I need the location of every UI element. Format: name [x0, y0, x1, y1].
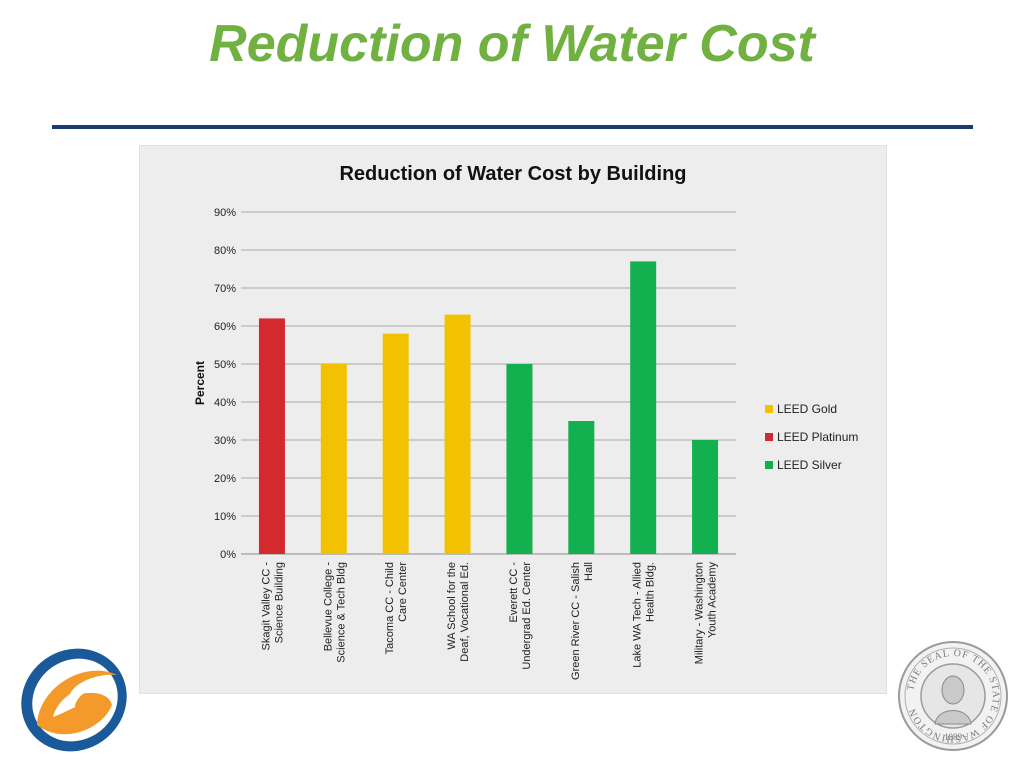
y-tick-label: 90% [214, 207, 236, 219]
y-tick-label: 70% [214, 283, 236, 295]
x-tick-label-line: Deaf, Vocational Ed. [459, 562, 471, 662]
x-tick-label-line: WA School for the [446, 562, 458, 650]
x-tick-label-line: Military - Washington [694, 562, 706, 664]
x-tick-label: Military - WashingtonYouth Academy [694, 562, 719, 665]
legend-swatch [765, 461, 773, 469]
x-tick-label-line: Youth Academy [707, 562, 719, 639]
x-tick-label-line: Green River CC - Salish [570, 562, 582, 680]
x-tick-label: Lake WA Tech - AlliedHealth Bldg. [632, 562, 657, 668]
legend-label: LEED Silver [777, 458, 842, 472]
x-tick-label: Tacoma CC - ChildCare Center [384, 562, 409, 655]
x-tick-label-line: Lake WA Tech - Allied [632, 562, 644, 668]
y-tick-label: 40% [214, 397, 236, 409]
x-tick-label-line: Care Center [397, 562, 409, 622]
legend-swatch [765, 433, 773, 441]
y-tick-label: 80% [214, 245, 236, 257]
college-logo-icon [21, 648, 127, 752]
y-tick-label: 60% [214, 321, 236, 333]
state-seal-icon: THE SEAL OF THE STATE OF WASHINGTON 1889 [898, 641, 1008, 751]
y-tick-label: 50% [214, 359, 236, 371]
bar [506, 364, 533, 554]
bar [382, 333, 409, 554]
bar [568, 421, 595, 554]
x-tick-label: Skagit Valley CC -Science Building [260, 562, 285, 651]
bar [692, 440, 719, 554]
x-tick-label-line: Health Bldg. [645, 562, 657, 622]
x-tick-label: WA School for theDeaf, Vocational Ed. [446, 562, 471, 662]
legend-swatch [765, 405, 773, 413]
y-tick-label: 0% [220, 549, 236, 561]
bar [444, 314, 471, 554]
x-tick-label-line: Hall [583, 562, 595, 581]
svg-text:1889: 1889 [944, 732, 963, 742]
bar [320, 364, 347, 554]
x-tick-label: Everett CC -Undergrad Ed. Center [508, 562, 533, 670]
y-axis-label: Percent [193, 361, 207, 405]
x-tick-label: Green River CC - SalishHall [570, 562, 595, 680]
x-tick-label-line: Bellevue College - [322, 562, 334, 652]
legend-label: LEED Gold [777, 402, 837, 416]
x-tick-label-line: Skagit Valley CC - [260, 562, 272, 651]
y-tick-label: 30% [214, 435, 236, 447]
y-tick-label: 20% [214, 473, 236, 485]
legend-label: LEED Platinum [777, 430, 858, 444]
x-tick-label: Bellevue College -Science & Tech Bldg [322, 562, 347, 663]
bar-chart: Reduction of Water Cost by Building 0% 10%… [193, 163, 858, 680]
title-divider [52, 125, 973, 129]
bar [630, 261, 657, 554]
x-tick-label-line: Science & Tech Bldg [335, 562, 347, 663]
x-tick-label-line: Science Building [273, 562, 285, 643]
x-tick-label-line: Tacoma CC - Child [384, 562, 396, 654]
slide-title: Reduction of Water Cost [209, 15, 815, 73]
bar [258, 318, 285, 554]
x-tick-label-line: Everett CC - [508, 562, 520, 623]
chart-panel: Reduction of Water Cost by Building 0% 10%… [139, 145, 887, 694]
y-tick-label: 10% [214, 511, 236, 523]
chart-title: Reduction of Water Cost by Building [339, 163, 686, 185]
x-tick-label-line: Undergrad Ed. Center [521, 562, 533, 670]
